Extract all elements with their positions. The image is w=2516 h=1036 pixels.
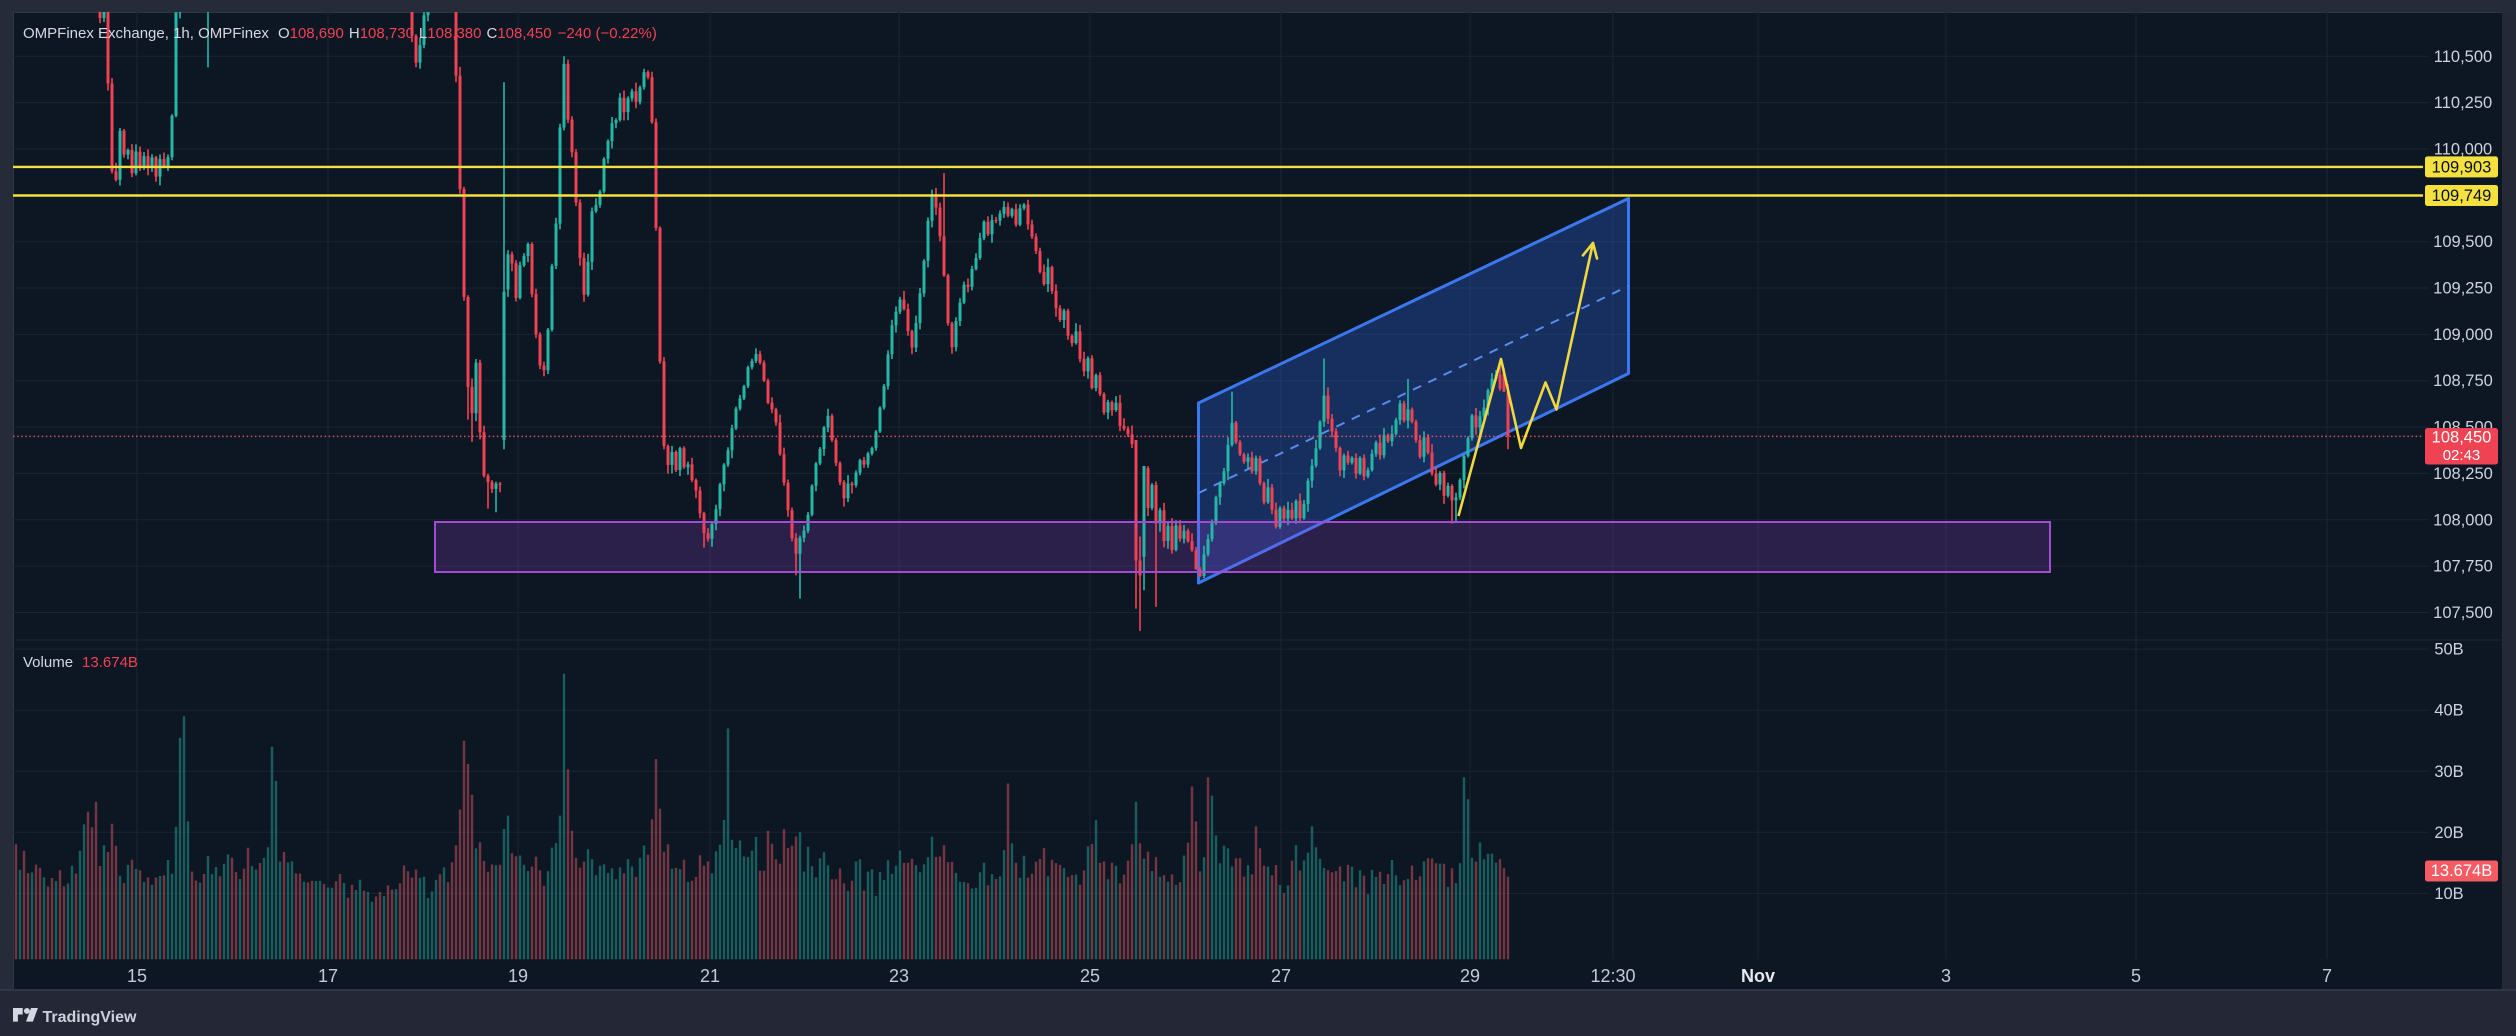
svg-text:109,903: 109,903 [2432, 158, 2492, 176]
svg-text:109,749: 109,749 [2432, 187, 2492, 205]
svg-text:3: 3 [1941, 966, 1951, 986]
svg-text:5: 5 [2131, 966, 2141, 986]
svg-text:13.674B: 13.674B [2431, 862, 2492, 880]
svg-text:108,750: 108,750 [2433, 372, 2493, 390]
svg-text:20B: 20B [2434, 824, 2463, 842]
svg-text:108,250: 108,250 [2433, 465, 2493, 483]
svg-text:12:30: 12:30 [1590, 966, 1635, 986]
svg-text:109,500: 109,500 [2433, 233, 2493, 251]
svg-text:29: 29 [1460, 966, 1480, 986]
svg-text:17: 17 [318, 966, 338, 986]
svg-text:107,500: 107,500 [2433, 604, 2493, 622]
svg-text:50B: 50B [2434, 641, 2463, 659]
svg-text:15: 15 [127, 966, 147, 986]
svg-text:107,750: 107,750 [2433, 558, 2493, 576]
svg-text:30B: 30B [2434, 763, 2463, 781]
svg-text:02:43: 02:43 [2443, 447, 2481, 464]
svg-text:40B: 40B [2434, 702, 2463, 720]
svg-text:10B: 10B [2434, 885, 2463, 903]
svg-text:110,000: 110,000 [2434, 141, 2492, 159]
svg-text:25: 25 [1080, 966, 1100, 986]
svg-text:TradingView: TradingView [43, 1009, 138, 1026]
svg-text:109,250: 109,250 [2433, 280, 2493, 298]
svg-text:110,500: 110,500 [2434, 48, 2492, 66]
svg-text:Nov: Nov [1741, 966, 1775, 986]
svg-text:27: 27 [1271, 966, 1291, 986]
svg-text:109,000: 109,000 [2433, 326, 2493, 344]
svg-text:108,000: 108,000 [2433, 511, 2493, 529]
svg-text:23: 23 [889, 966, 909, 986]
svg-text:21: 21 [700, 966, 720, 986]
svg-text:110,250: 110,250 [2434, 94, 2492, 112]
svg-text:OMPFinex Exchange, 1h, OMPFine: OMPFinex Exchange, 1h, OMPFinex O108,690 H… [23, 25, 657, 42]
svg-text:19: 19 [508, 966, 528, 986]
svg-text:108,450: 108,450 [2432, 429, 2492, 447]
svg-text:7: 7 [2322, 966, 2332, 986]
